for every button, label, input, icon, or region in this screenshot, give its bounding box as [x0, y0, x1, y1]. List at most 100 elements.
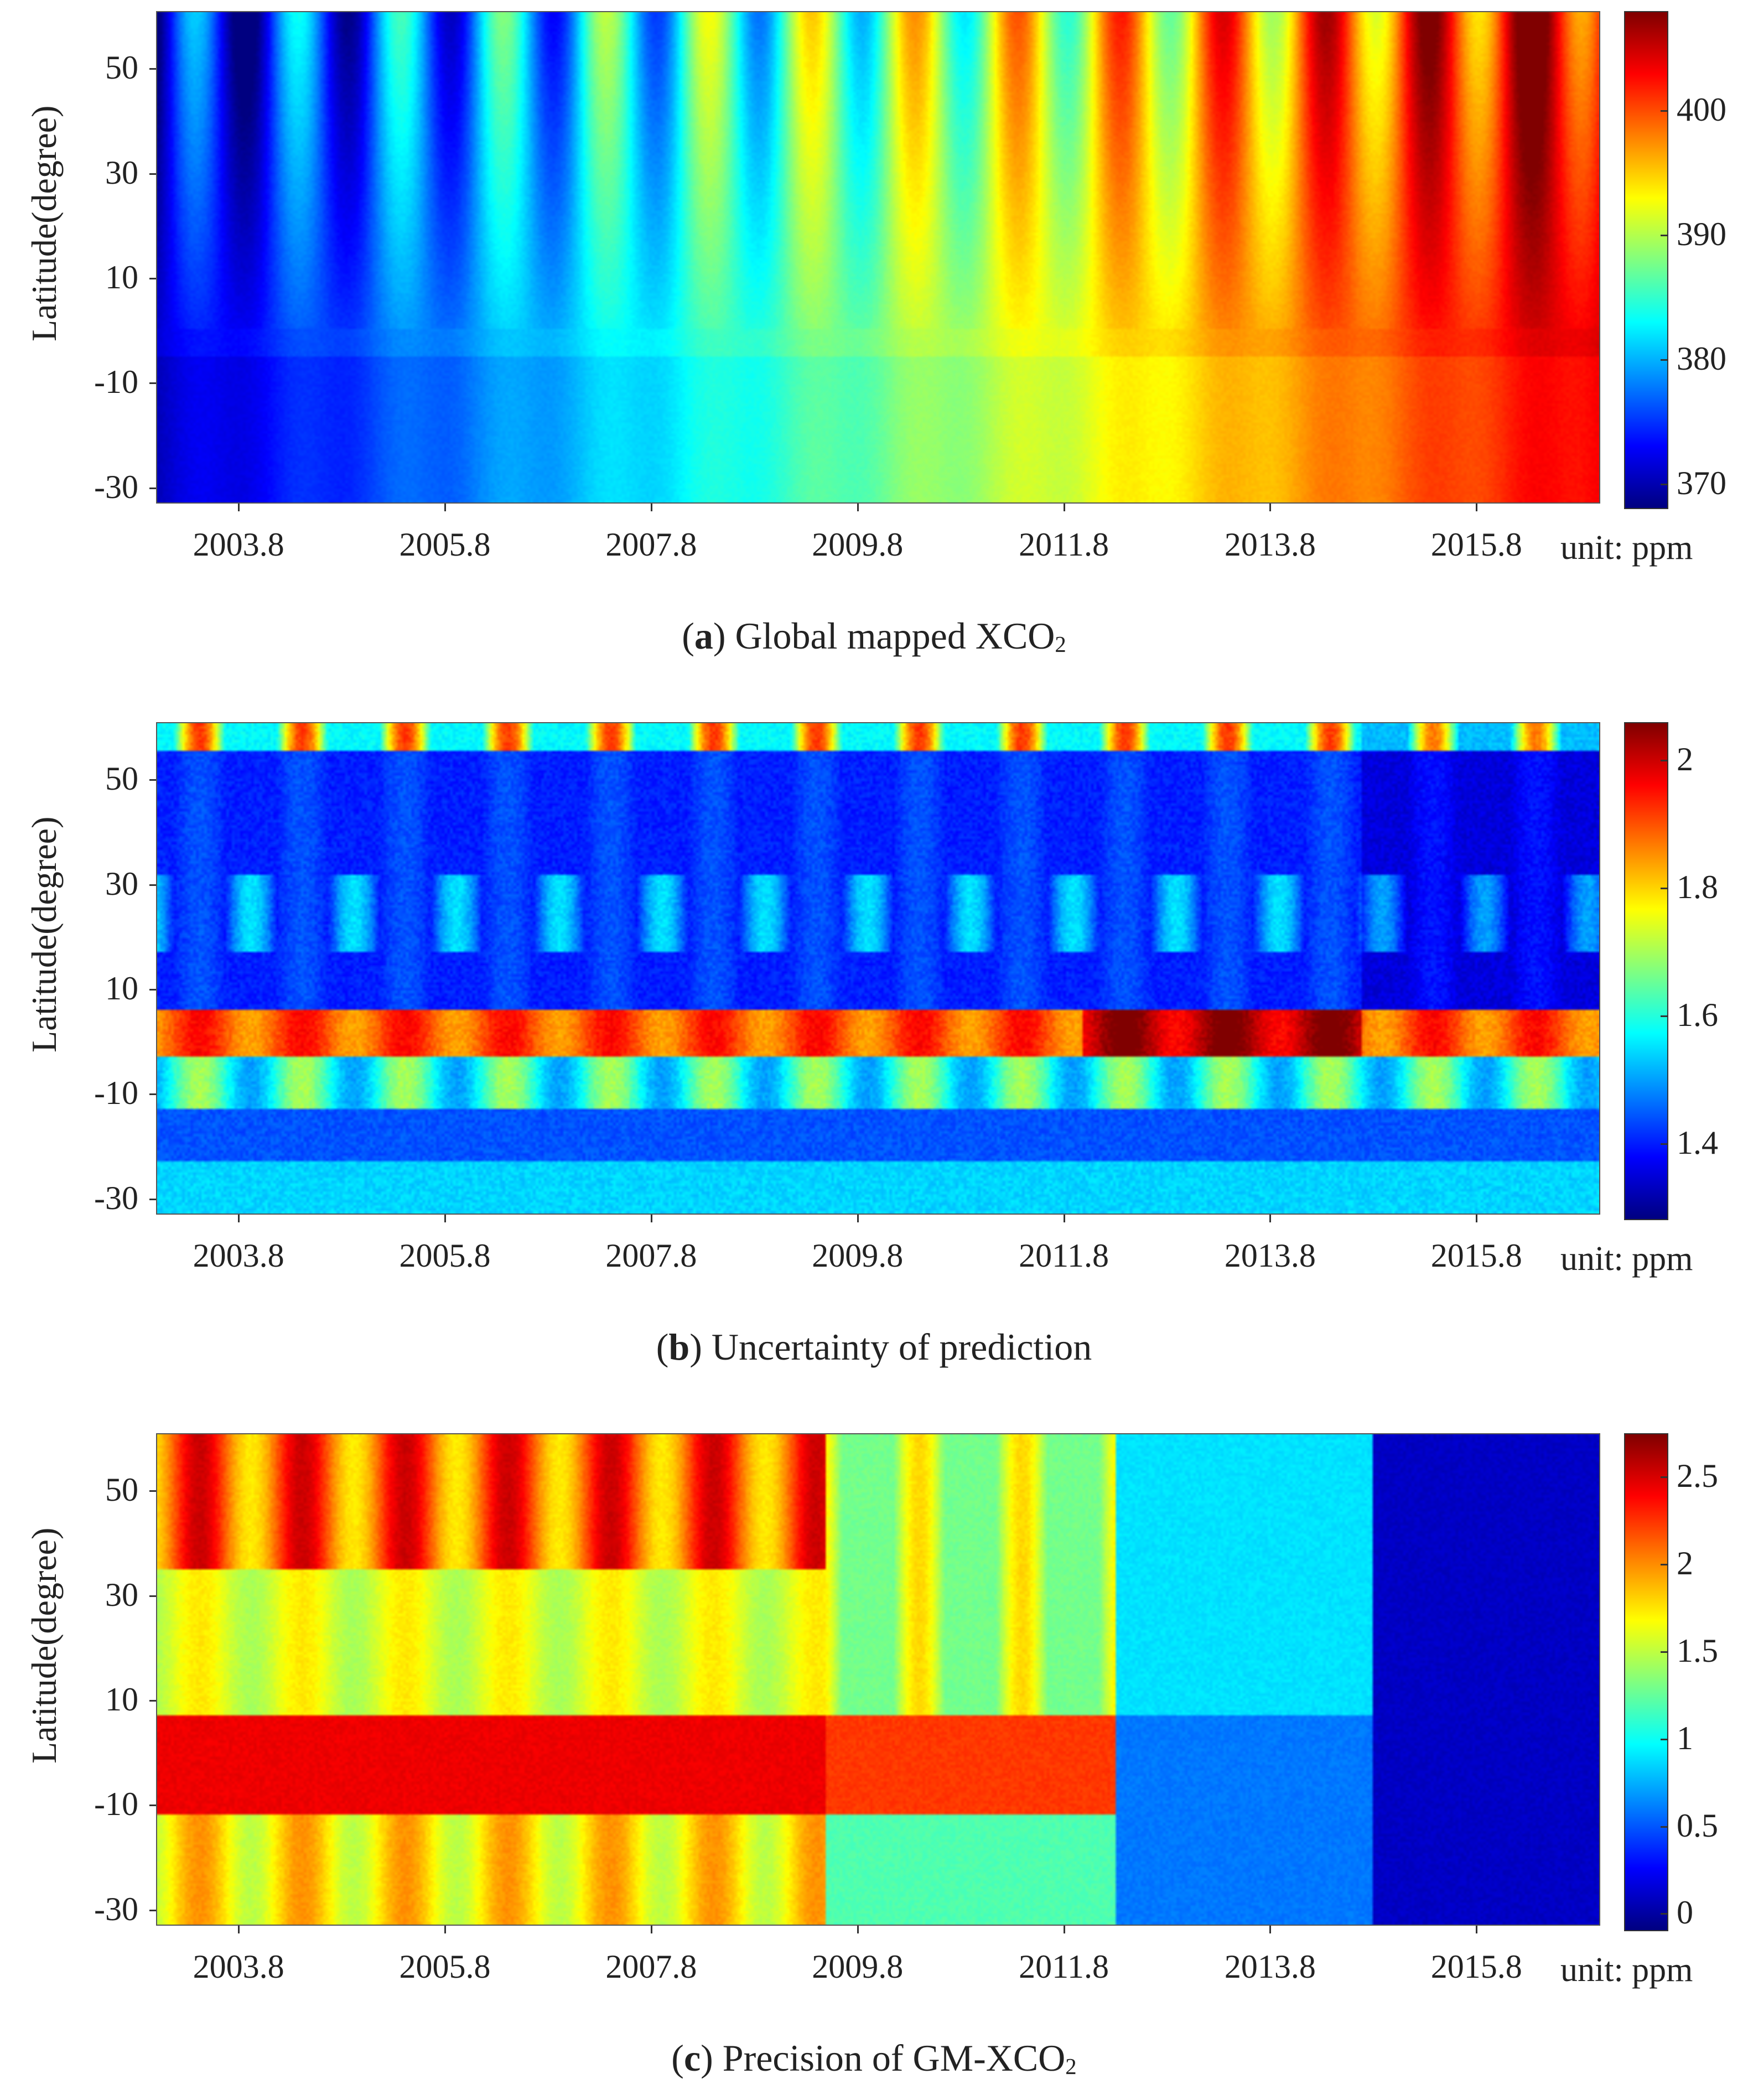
- y-tick-label: 50: [105, 760, 138, 797]
- colorbar: [1624, 1433, 1668, 1931]
- caption: (c) Precision of GM-XCO2: [671, 2037, 1077, 2080]
- colorbar-tick-mark: [1661, 888, 1668, 889]
- heatmap-canvas: [157, 12, 1599, 502]
- colorbar-tick-label: 1.4: [1677, 1124, 1718, 1161]
- x-tick-mark: [238, 1926, 240, 1933]
- y-tick-label: 30: [105, 865, 138, 902]
- x-tick-label: 2009.8: [812, 1948, 904, 1985]
- colorbar-tick-label: 370: [1677, 465, 1726, 501]
- y-tick-label: 50: [105, 49, 138, 86]
- y-tick-label: 50: [105, 1471, 138, 1508]
- y-tick-mark: [149, 884, 156, 886]
- y-tick-label: 30: [105, 154, 138, 191]
- caption-text: Precision of GM-XCO: [713, 2037, 1066, 2079]
- x-tick-label: 2013.8: [1224, 526, 1316, 563]
- colorbar-tick-label: 0: [1677, 1894, 1693, 1931]
- y-tick-mark: [149, 779, 156, 781]
- colorbar: [1624, 11, 1668, 509]
- x-tick-label: 2009.8: [812, 526, 904, 563]
- colorbar-tick-mark: [1661, 1015, 1668, 1017]
- y-tick-mark: [149, 1699, 156, 1702]
- x-tick-mark: [1476, 504, 1478, 511]
- y-tick-mark: [149, 173, 156, 175]
- colorbar-tick-mark: [1661, 1913, 1668, 1915]
- y-tick-label: -30: [94, 468, 138, 505]
- colorbar-tick-mark: [1661, 1738, 1668, 1740]
- x-tick-label: 2013.8: [1224, 1948, 1316, 1985]
- heatmap-canvas: [157, 723, 1599, 1214]
- x-tick-mark: [1269, 504, 1272, 511]
- panel-letter: c: [683, 2037, 701, 2079]
- unit-label: unit: ppm: [1560, 1951, 1693, 1989]
- x-tick-mark: [857, 504, 859, 511]
- x-tick-label: 2003.8: [193, 526, 284, 563]
- panel-c: Latitude(degree) 50 30 10 -10 -30 2003.8 2005…: [0, 1422, 1748, 2100]
- x-tick-label: 2011.8: [1019, 1948, 1109, 1985]
- colorbar-tick-mark: [1661, 1476, 1668, 1478]
- y-tick-mark: [149, 1805, 156, 1807]
- colorbar-tick-mark: [1661, 110, 1668, 112]
- y-tick-mark: [149, 1490, 156, 1492]
- x-tick-mark: [444, 1215, 446, 1222]
- x-tick-mark: [857, 1215, 859, 1222]
- x-tick-label: 2003.8: [193, 1237, 284, 1274]
- x-tick-mark: [1063, 1215, 1065, 1222]
- y-tick-mark: [149, 1093, 156, 1096]
- panel-letter: a: [694, 615, 713, 657]
- caption-subscript: 2: [1055, 632, 1066, 657]
- colorbar-tick-mark: [1661, 1563, 1668, 1565]
- colorbar-tick-label: 1.5: [1677, 1632, 1718, 1669]
- y-tick-label: 10: [105, 969, 138, 1007]
- caption-text: Global mapped XCO: [725, 615, 1055, 657]
- y-tick-label: 10: [105, 1681, 138, 1718]
- x-tick-mark: [1476, 1926, 1478, 1933]
- x-tick-label: 2011.8: [1019, 526, 1109, 563]
- heatmap-plot-area: [156, 722, 1600, 1215]
- x-tick-mark: [1269, 1926, 1272, 1933]
- panel-a: Latitude(degree) 50 30 10 -10 -30 2003.8 2005…: [0, 0, 1748, 697]
- y-tick-label: 10: [105, 258, 138, 295]
- x-tick-label: 2009.8: [812, 1237, 904, 1274]
- colorbar-tick-label: 1: [1677, 1719, 1693, 1756]
- heatmap-canvas: [157, 1434, 1599, 1925]
- heatmap-plot-area: [156, 11, 1600, 504]
- colorbar-tick-label: 0.5: [1677, 1807, 1718, 1844]
- y-tick-mark: [149, 1909, 156, 1911]
- x-tick-mark: [1063, 1926, 1065, 1933]
- y-tick-label: -10: [94, 1786, 138, 1823]
- y-tick-mark: [149, 1595, 156, 1597]
- colorbar-tick-mark: [1661, 359, 1668, 361]
- colorbar-tick-mark: [1661, 1826, 1668, 1828]
- y-tick-label: -30: [94, 1890, 138, 1927]
- colorbar-tick-label: 2.5: [1677, 1457, 1718, 1494]
- x-tick-label: 2015.8: [1430, 1948, 1522, 1985]
- panel-b: Latitude(degree) 50 30 10 -10 -30 2003.8 2005…: [0, 711, 1748, 1408]
- x-tick-mark: [857, 1926, 859, 1933]
- colorbar-tick-label: 380: [1677, 340, 1726, 377]
- x-tick-mark: [1476, 1215, 1478, 1222]
- colorbar-tick-mark: [1661, 760, 1668, 762]
- x-tick-label: 2011.8: [1019, 1237, 1109, 1274]
- y-tick-mark: [149, 277, 156, 279]
- caption-subscript: 2: [1065, 2054, 1077, 2080]
- x-tick-label: 2005.8: [399, 1237, 491, 1274]
- colorbar-tick-mark: [1661, 484, 1668, 485]
- colorbar-tick-label: 2: [1677, 1544, 1693, 1582]
- heatmap-plot-area: [156, 1433, 1600, 1926]
- colorbar-tick-label: 1.8: [1677, 869, 1718, 905]
- y-tick-label: -10: [94, 364, 138, 401]
- x-tick-label: 2007.8: [605, 526, 697, 563]
- caption: (b) Uncertainty of prediction: [656, 1326, 1092, 1368]
- y-tick-mark: [149, 382, 156, 385]
- colorbar-tick-label: 390: [1677, 216, 1726, 252]
- unit-label: unit: ppm: [1560, 529, 1693, 567]
- y-tick-mark: [149, 988, 156, 991]
- x-tick-label: 2013.8: [1224, 1237, 1316, 1274]
- caption-text: Uncertainty of prediction: [702, 1326, 1092, 1368]
- x-tick-mark: [1269, 1215, 1272, 1222]
- x-tick-label: 2015.8: [1430, 1237, 1522, 1274]
- unit-label: unit: ppm: [1560, 1240, 1693, 1278]
- panel-letter: b: [668, 1326, 690, 1368]
- x-tick-mark: [1063, 504, 1065, 511]
- colorbar-tick-label: 400: [1677, 91, 1726, 128]
